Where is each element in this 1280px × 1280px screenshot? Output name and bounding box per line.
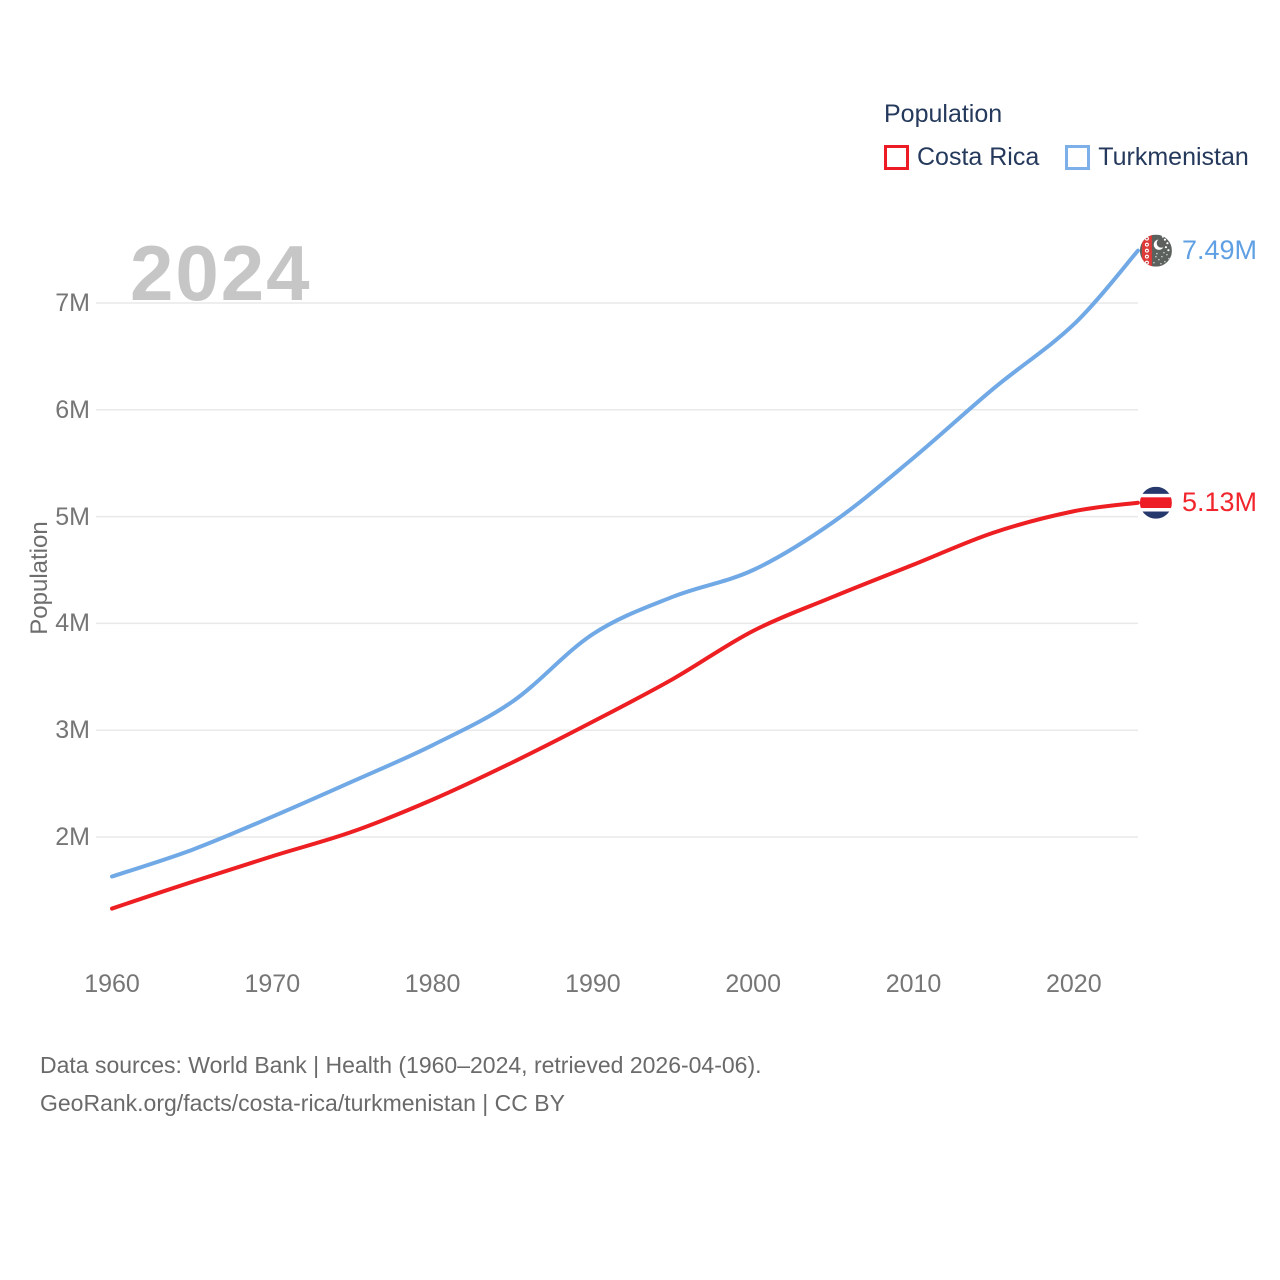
year-watermark: 2024 [130, 229, 312, 317]
legend-label: Costa Rica [917, 143, 1040, 171]
turkmenistan-flag-icon [1139, 234, 1172, 267]
y-tick-label: 3M [55, 716, 90, 745]
legend-row: Costa Rica Turkmenistan [884, 143, 1249, 172]
x-tick-label: 2010 [885, 970, 942, 998]
legend-title: Population [884, 100, 1003, 128]
turkmenistan-swatch-icon [1065, 145, 1091, 170]
footer-sources-line: Data sources: World Bank | Health (1960–… [40, 1052, 762, 1078]
legend-item-costa-rica[interactable]: Costa Rica [884, 143, 1039, 172]
legend-item-turkmenistan[interactable]: Turkmenistan [1065, 143, 1249, 172]
gridlines [96, 302, 1138, 838]
costa-rica-swatch-icon [884, 145, 909, 170]
x-tick-label: 1990 [565, 970, 621, 998]
x-tick-label: 1970 [244, 970, 301, 998]
footer-attribution-line: GeoRank.org/facts/costa-rica/turkmenista… [40, 1090, 565, 1116]
x-tick-label: 1980 [404, 970, 461, 998]
x-tick-label: 1960 [84, 970, 140, 998]
y-tick-label: 2M [55, 823, 90, 851]
series-lines [110, 248, 1140, 911]
turkmenistan-line [110, 248, 1140, 879]
legend: Population Costa Rica Turkmenistan [884, 100, 1249, 172]
costa-rica-value-label: 5.13M [1182, 486, 1258, 517]
turkmenistan-value-label: 7.49M [1182, 234, 1258, 265]
costa-rica-line [110, 500, 1140, 911]
y-tick-label: 5M [55, 502, 90, 531]
y-tick-label: 4M [55, 609, 90, 638]
x-tick-label: 2000 [725, 970, 781, 998]
y-tick-label: 7M [55, 289, 90, 317]
y-tick-label: 6M [55, 395, 90, 424]
costa-rica-flag-icon [1139, 486, 1172, 519]
footer: Data sources: World Bank | Health (1960–… [40, 1046, 762, 1122]
legend-label: Turkmenistan [1098, 143, 1249, 171]
x-tick-label: 2020 [1045, 970, 1102, 998]
